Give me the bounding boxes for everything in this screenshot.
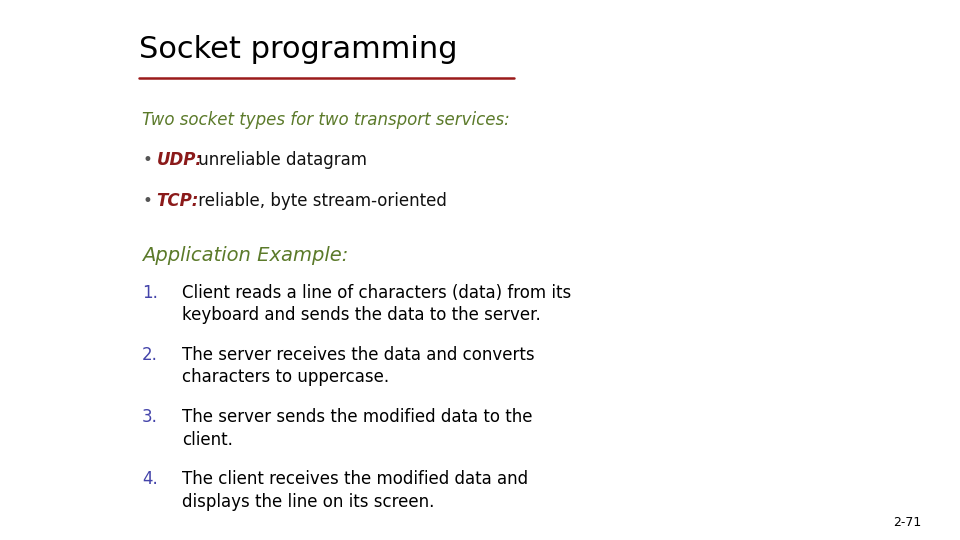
Text: The client receives the modified data and
displays the line on its screen.: The client receives the modified data an… xyxy=(182,470,529,511)
Text: The server sends the modified data to the
client.: The server sends the modified data to th… xyxy=(182,408,533,449)
Text: Client reads a line of characters (data) from its
keyboard and sends the data to: Client reads a line of characters (data)… xyxy=(182,284,571,325)
Text: UDP:: UDP: xyxy=(156,151,203,169)
Text: reliable, byte stream-oriented: reliable, byte stream-oriented xyxy=(193,192,446,210)
Text: •: • xyxy=(142,151,152,169)
Text: 2.: 2. xyxy=(142,346,158,363)
Text: Socket programming: Socket programming xyxy=(139,35,458,64)
Text: unreliable datagram: unreliable datagram xyxy=(193,151,367,169)
Text: Application Example:: Application Example: xyxy=(142,246,348,265)
Text: The server receives the data and converts
characters to uppercase.: The server receives the data and convert… xyxy=(182,346,535,387)
Text: TCP:: TCP: xyxy=(156,192,199,210)
Text: •: • xyxy=(142,192,152,210)
Text: 2-71: 2-71 xyxy=(894,516,922,529)
Text: 3.: 3. xyxy=(142,408,158,426)
Text: 1.: 1. xyxy=(142,284,158,301)
Text: 4.: 4. xyxy=(142,470,157,488)
Text: Two socket types for two transport services:: Two socket types for two transport servi… xyxy=(142,111,510,129)
